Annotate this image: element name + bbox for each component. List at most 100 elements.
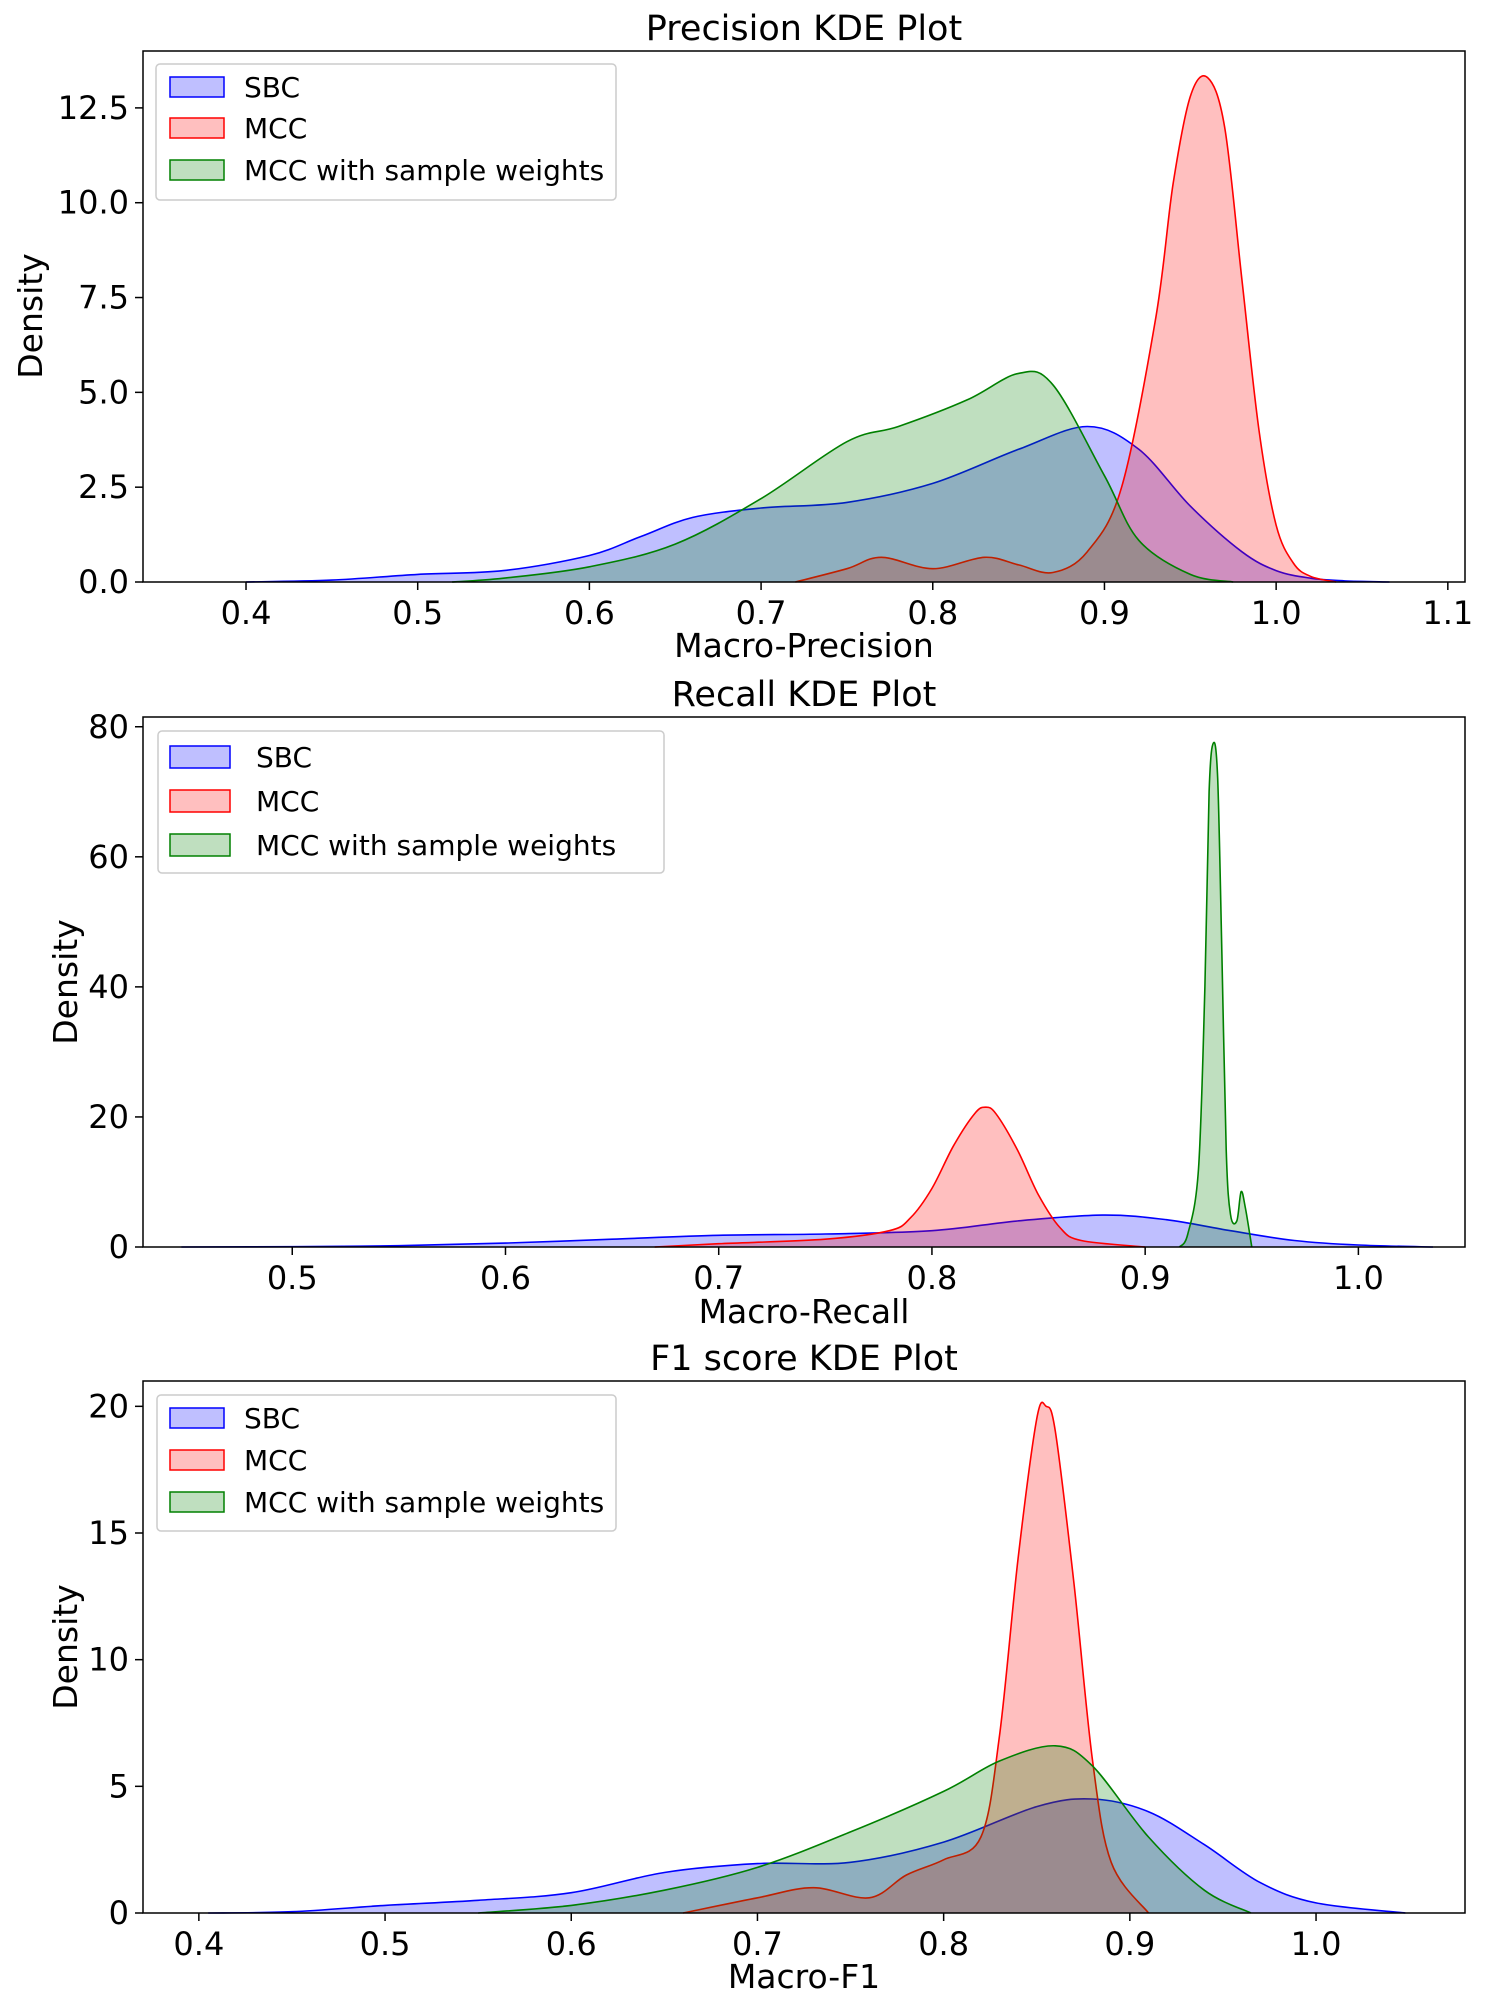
- recall-mcc-density-area: [654, 1107, 1146, 1247]
- precision-legend-label-mcc-weights: MCC with sample weights: [244, 154, 604, 187]
- precision-mcc-density-area: [795, 75, 1337, 582]
- recall-sbc-density-area: [181, 1215, 1433, 1247]
- precision-legend-label-mcc: MCC: [244, 112, 307, 145]
- recall-sbc-density-line: [181, 1214, 1434, 1248]
- recall-legend-label-sbc: SBC: [256, 741, 312, 774]
- f1-x-tick-label: 0.5: [360, 1925, 411, 1963]
- recall-legend-swatch-mcc-weights: [169, 833, 231, 857]
- precision-y-tick-label: 0.0: [78, 563, 129, 601]
- precision-sbc-density-line: [245, 425, 1390, 583]
- f1-sbc-density-line: [208, 1798, 1406, 1914]
- precision-sbc-density-area: [246, 426, 1390, 582]
- f1-y-tick-label: 0: [109, 1894, 129, 1932]
- recall-mcc-density-line: [654, 1106, 1146, 1248]
- f1-x-tick-label: 0.8: [918, 1925, 969, 1963]
- f1-x-tick-label: 1.0: [1291, 1925, 1342, 1963]
- recall-y-axis-label: Density: [46, 919, 85, 1044]
- f1-y-tick-label: 10: [88, 1641, 129, 1679]
- precision-x-tick-label: 0.9: [1079, 594, 1130, 632]
- precision-legend: SBC MCC MCC with sample weights: [155, 63, 617, 201]
- recall-mcc-weights-density-line: [1178, 741, 1253, 1248]
- f1-mcc-weights-density-area: [478, 1745, 1251, 1913]
- f1-x-tick-label: 0.7: [732, 1925, 783, 1963]
- recall-y-tick-label: 40: [88, 968, 129, 1006]
- recall-chart-title: Recall KDE Plot: [672, 675, 937, 715]
- precision-panel: Precision KDE Plot 0.4 0.5 0.6 0.7 0.8 0.9 1.0…: [11, 9, 1473, 665]
- f1-legend-box: [156, 1394, 617, 1532]
- precision-legend-box: [155, 63, 617, 201]
- recall-legend-swatch-sbc: [169, 745, 231, 769]
- precision-x-tick-label: 0.8: [907, 594, 958, 632]
- recall-plot-area: [181, 741, 1434, 1248]
- f1-mcc-density-area: [683, 1402, 1149, 1913]
- precision-y-tick-label: 10.0: [58, 184, 129, 222]
- precision-x-tick-label: 0.4: [221, 594, 272, 632]
- f1-plot-area: [208, 1401, 1406, 1914]
- f1-panel: F1 score KDE Plot 0.4 0.5 0.6 0.7 0.8 0.9 1.0 …: [46, 1339, 1466, 1996]
- precision-legend-swatch-mcc: [169, 117, 225, 139]
- f1-mcc-density-line: [682, 1401, 1150, 1914]
- recall-x-tick-label: 0.7: [693, 1259, 744, 1297]
- f1-legend-swatch-mcc: [169, 1449, 225, 1471]
- recall-mcc-weights-density-area: [1179, 742, 1252, 1247]
- recall-x-tick-label: 1.0: [1333, 1259, 1384, 1297]
- precision-axes-frame: [142, 50, 1466, 583]
- recall-x-ticks: 0.5 0.6 0.7 0.8 0.9 1.0: [267, 1247, 1384, 1297]
- f1-chart-title: F1 score KDE Plot: [650, 1339, 958, 1379]
- f1-x-axis-label: Macro-F1: [728, 1957, 880, 1996]
- precision-y-tick-label: 7.5: [78, 279, 129, 317]
- precision-plot-area: [245, 75, 1390, 583]
- precision-x-tick-label: 0.6: [564, 594, 615, 632]
- recall-legend: SBC MCC MCC with sample weights: [157, 730, 665, 874]
- precision-legend-swatch-mcc-weights: [169, 159, 225, 181]
- precision-y-ticks: 0.0 2.5 5.0 7.5 10.0 12.5: [58, 89, 143, 601]
- f1-mcc-weights-density-line: [478, 1744, 1252, 1914]
- recall-x-tick-label: 0.8: [906, 1259, 957, 1297]
- precision-x-axis-label: Macro-Precision: [674, 626, 934, 665]
- recall-x-tick-label: 0.9: [1120, 1259, 1171, 1297]
- precision-x-ticks: 0.4 0.5 0.6 0.7 0.8 0.9 1.0 1.1: [221, 582, 1473, 632]
- precision-x-tick-label: 0.5: [392, 594, 443, 632]
- precision-mcc-weights-density-line: [451, 370, 1234, 583]
- recall-y-tick-label: 80: [88, 708, 129, 746]
- recall-panel: Recall KDE Plot 0.5 0.6 0.7 0.8 0.9 1.0 0 20 40…: [46, 675, 1466, 1331]
- f1-axes-frame: [142, 1380, 1466, 1914]
- recall-legend-swatch-mcc: [169, 789, 231, 813]
- f1-x-ticks: 0.4 0.5 0.6 0.7 0.8 0.9 1.0: [173, 1913, 1341, 1963]
- recall-x-tick-label: 0.6: [480, 1259, 531, 1297]
- f1-x-tick-label: 0.6: [546, 1925, 597, 1963]
- f1-x-tick-label: 0.9: [1104, 1925, 1155, 1963]
- f1-x-tick-label: 0.4: [173, 1925, 224, 1963]
- recall-legend-box: [157, 730, 665, 874]
- f1-legend-label-sbc: SBC: [244, 1402, 300, 1435]
- precision-y-tick-label: 5.0: [78, 373, 129, 411]
- f1-legend-swatch-sbc: [169, 1407, 225, 1429]
- precision-x-tick-label: 1.1: [1422, 594, 1473, 632]
- recall-legend-label-mcc: MCC: [256, 785, 319, 818]
- precision-y-tick-label: 2.5: [78, 468, 129, 506]
- precision-legend-label-sbc: SBC: [244, 71, 300, 104]
- f1-y-axis-label: Density: [46, 1584, 85, 1709]
- precision-y-tick-label: 12.5: [58, 89, 129, 127]
- precision-mcc-weights-density-area: [452, 371, 1234, 582]
- recall-y-ticks: 0 20 40 60 80: [88, 708, 143, 1266]
- recall-x-tick-label: 0.5: [267, 1259, 318, 1297]
- f1-y-tick-label: 20: [88, 1387, 129, 1425]
- precision-x-tick-label: 1.0: [1251, 594, 1302, 632]
- precision-mcc-density-line: [795, 75, 1337, 583]
- precision-x-tick-label: 0.7: [736, 594, 787, 632]
- recall-axes-frame: [142, 716, 1466, 1248]
- f1-legend: SBC MCC MCC with sample weights: [156, 1394, 617, 1532]
- f1-y-ticks: 0 5 10 15 20: [88, 1387, 143, 1932]
- f1-sbc-density-area: [208, 1798, 1406, 1913]
- precision-y-axis-label: Density: [11, 253, 50, 378]
- recall-y-tick-label: 60: [88, 838, 129, 876]
- f1-y-tick-label: 15: [88, 1514, 129, 1552]
- precision-chart-title: Precision KDE Plot: [646, 9, 962, 49]
- f1-legend-label-mcc-weights: MCC with sample weights: [244, 1486, 604, 1519]
- recall-y-tick-label: 0: [109, 1228, 129, 1266]
- precision-legend-swatch-sbc: [169, 76, 225, 98]
- f1-legend-swatch-mcc-weights: [169, 1491, 225, 1513]
- f1-y-tick-label: 5: [109, 1767, 129, 1805]
